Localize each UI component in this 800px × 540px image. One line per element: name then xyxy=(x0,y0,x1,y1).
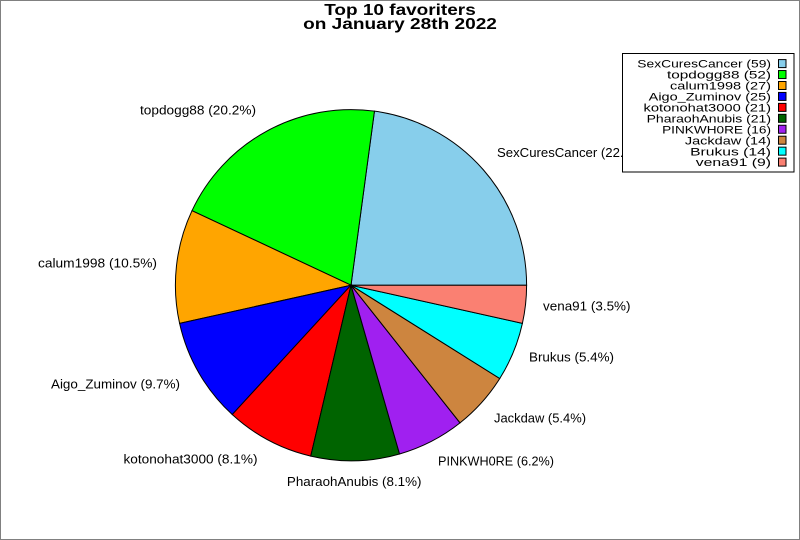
svg-text:calum1998 (10.5%): calum1998 (10.5%) xyxy=(38,256,157,271)
svg-text:kotonohat3000 (21): kotonohat3000 (21) xyxy=(644,102,772,114)
svg-text:on January 28th 2022: on January 28th 2022 xyxy=(303,16,497,33)
svg-text:Jackdaw (14): Jackdaw (14) xyxy=(685,135,771,147)
svg-text:Brukus (14): Brukus (14) xyxy=(690,146,771,158)
svg-text:topdogg88 (20.2%): topdogg88 (20.2%) xyxy=(140,102,256,117)
svg-text:Top 10 favoriters: Top 10 favoriters xyxy=(324,2,476,19)
svg-text:PharaohAnubis (21): PharaohAnubis (21) xyxy=(647,113,771,125)
svg-text:vena91 (9): vena91 (9) xyxy=(696,157,771,169)
svg-text:Aigo_Zuminov (25): Aigo_Zuminov (25) xyxy=(649,92,771,104)
svg-text:PINKWH0RE (6.2%): PINKWH0RE (6.2%) xyxy=(438,454,554,469)
svg-text:SexCuresCancer (59): SexCuresCancer (59) xyxy=(637,59,771,71)
svg-text:SexCuresCancer (22.9%): SexCuresCancer (22.9%) xyxy=(497,145,647,160)
svg-text:kotonohat3000 (8.1%): kotonohat3000 (8.1%) xyxy=(124,451,258,466)
svg-text:calum1998 (27): calum1998 (27) xyxy=(670,81,771,93)
svg-text:Aigo_Zuminov (9.7%): Aigo_Zuminov (9.7%) xyxy=(51,377,180,392)
svg-text:Jackdaw (5.4%): Jackdaw (5.4%) xyxy=(494,411,586,426)
svg-text:Brukus (5.4%): Brukus (5.4%) xyxy=(529,350,614,365)
svg-text:topdogg88 (52): topdogg88 (52) xyxy=(667,70,771,82)
svg-text:vena91 (3.5%): vena91 (3.5%) xyxy=(543,298,631,313)
svg-text:PINKWH0RE (16): PINKWH0RE (16) xyxy=(662,124,771,136)
svg-text:PharaohAnubis (8.1%): PharaohAnubis (8.1%) xyxy=(287,474,422,489)
